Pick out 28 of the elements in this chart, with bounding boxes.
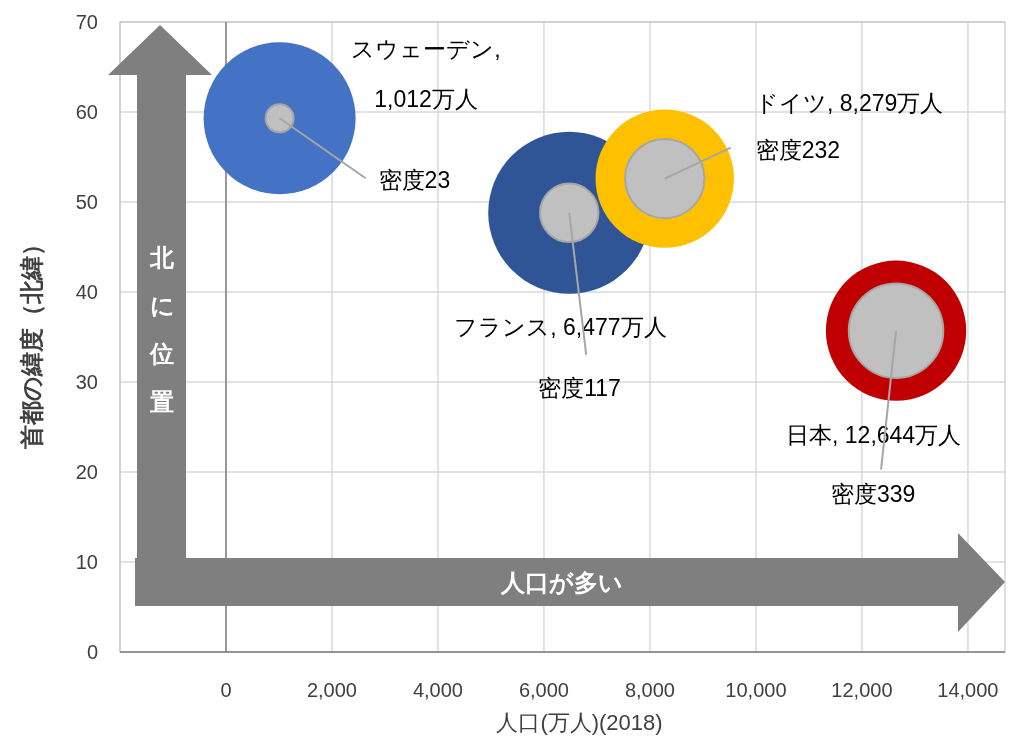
- y-tick-label: 30: [75, 371, 98, 393]
- y-axis-title: 首都の緯度（北緯）: [18, 231, 45, 450]
- y-tick-label: 40: [75, 281, 98, 303]
- y-tick-label: 0: [86, 641, 98, 663]
- annotation: 北に位置: [149, 244, 175, 415]
- x-tick-label: 12,000: [831, 679, 893, 701]
- annotation: 密度232: [755, 136, 841, 163]
- annotation: スウェーデン, 1,012万人: [351, 36, 501, 112]
- x-tick-label: 0: [220, 679, 232, 701]
- y-tick-label: 50: [75, 191, 98, 213]
- x-tick-label: 6,000: [518, 679, 569, 701]
- x-tick-label: 4,000: [412, 679, 463, 701]
- x-tick-label: 2,000: [306, 679, 358, 701]
- annotation: 密度339: [831, 480, 916, 507]
- x-tick-label: 8,000: [624, 679, 675, 701]
- x-axis-title: 人口(万人)(2018): [496, 710, 663, 735]
- x-tick-label: 10,000: [725, 679, 787, 701]
- annotation: 人口が多い: [500, 569, 623, 596]
- x-tick-label: 14,000: [937, 679, 999, 701]
- y-tick-label: 60: [75, 101, 98, 123]
- y-tick-label: 20: [75, 461, 98, 483]
- y-tick-label: 70: [75, 11, 98, 33]
- annotation: 日本, 12,644万人: [786, 421, 962, 448]
- y-tick-label: 10: [75, 551, 98, 573]
- annotation: 密度23: [378, 167, 451, 194]
- annotation: フランス, 6,477万人: [454, 313, 667, 340]
- annotation: 密度117: [538, 374, 621, 401]
- annotation: ドイツ, 8,279万人: [755, 90, 944, 116]
